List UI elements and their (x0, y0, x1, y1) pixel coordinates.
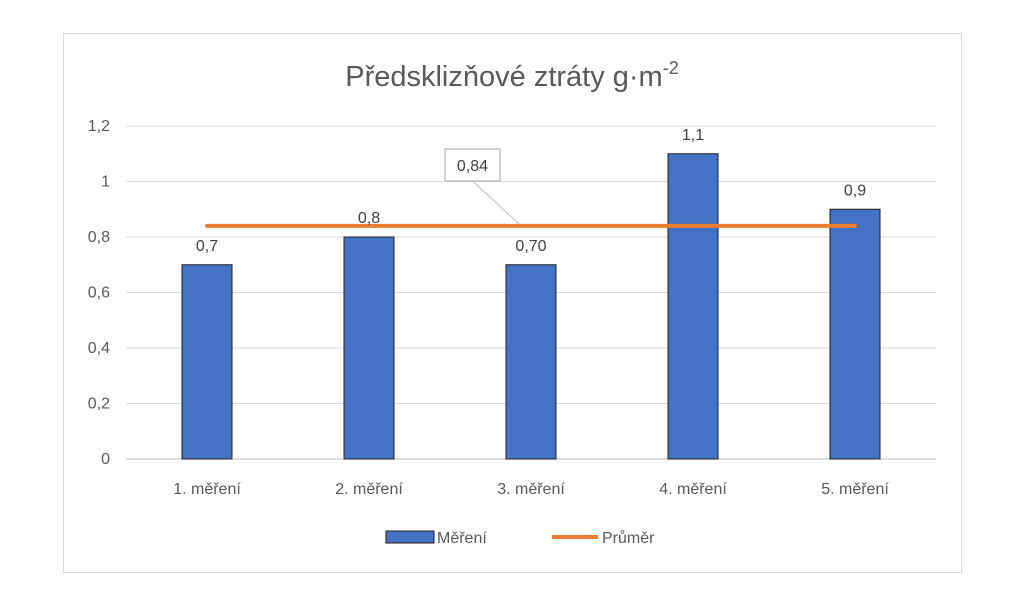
chart-title-superscript: -2 (663, 58, 679, 78)
bar-data-label: 0,8 (358, 210, 380, 227)
average-callout-label: 0,84 (457, 158, 488, 175)
y-axis-tick-labels: 0 0,2 0,4 0,6 0,8 1 1,2 (88, 118, 110, 468)
x-category-label: 1. měření (173, 481, 241, 498)
bar-data-label: 1,1 (682, 127, 704, 144)
x-category-label: 4. měření (659, 481, 727, 498)
bar (829, 208, 881, 460)
y-tick-label: 0 (101, 451, 110, 468)
legend-swatch-bar (385, 530, 435, 544)
y-tick-label: 1,2 (88, 118, 110, 135)
x-category-label: 3. měření (497, 481, 565, 498)
data-labels: 0,7 0,8 0,70 1,1 0,9 (196, 127, 866, 255)
average-callout-leader (472, 180, 520, 225)
chart-frame: Předsklizňové ztráty g·m-2 0 0,2 0,4 0,6 0,8… (63, 33, 962, 573)
legend-label-line: Průměr (602, 529, 655, 547)
y-tick-label: 0,4 (88, 340, 110, 357)
bar (181, 264, 233, 460)
y-tick-label: 0,2 (88, 396, 110, 413)
y-tick-label: 0,6 (88, 285, 110, 302)
legend: Měření Průměr (385, 529, 655, 547)
x-category-label: 2. měření (335, 481, 403, 498)
bar (343, 236, 395, 460)
legend-label-bar: Měření (437, 530, 487, 547)
bar (505, 264, 557, 460)
bar-data-label: 0,7 (196, 238, 218, 255)
y-tick-label: 0,8 (88, 229, 110, 246)
x-category-label: 5. měření (821, 481, 889, 498)
average-callout-box (444, 148, 501, 182)
chart-title-main: Předsklizňové ztráty g·m (345, 61, 663, 93)
average-line-layer: 0,84 (205, 148, 857, 228)
y-tick-label: 1 (101, 174, 110, 191)
bar (667, 153, 719, 460)
x-axis-category-labels: 1. měření 2. měření 3. měření 4. měření 5. m… (173, 481, 889, 498)
bars (181, 153, 881, 460)
bar-data-label: 0,70 (515, 238, 546, 255)
bar-data-label: 0,9 (844, 182, 866, 199)
bar-chart: Předsklizňové ztráty g·m-2 0 0,2 0,4 0,6 0,8… (88, 58, 936, 547)
chart-title: Předsklizňové ztráty g·m-2 (345, 58, 679, 93)
